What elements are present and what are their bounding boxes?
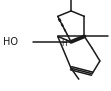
Text: H: H [61,39,67,48]
Text: HO: HO [3,37,18,47]
